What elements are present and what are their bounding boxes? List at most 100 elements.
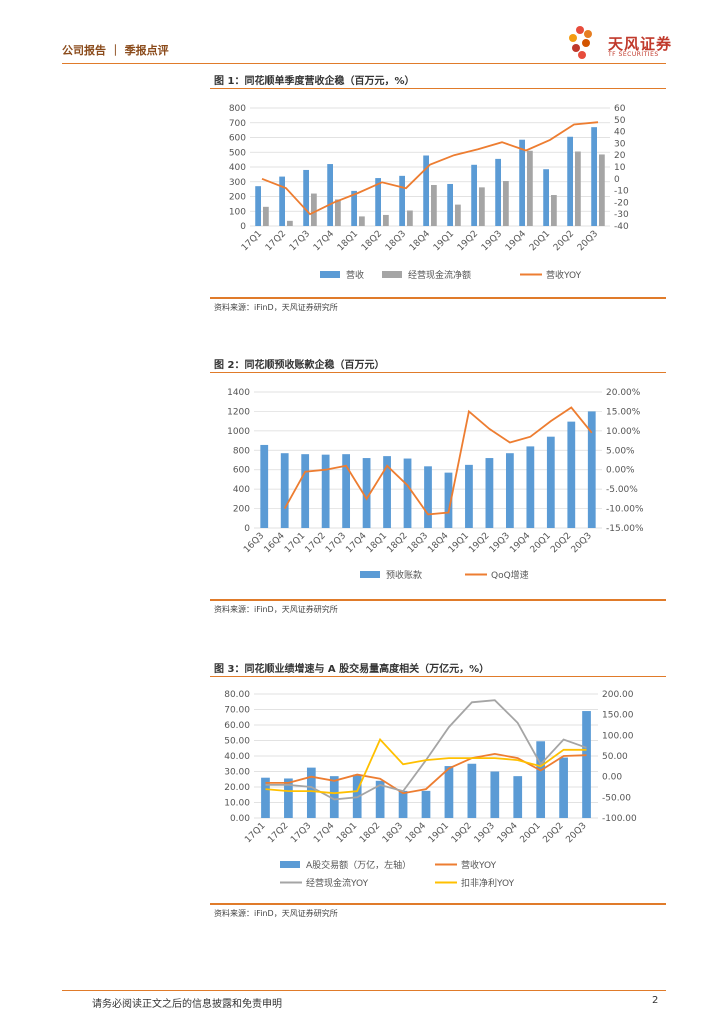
y-left-tick-label: 80.00 — [224, 690, 250, 700]
bar — [485, 458, 494, 528]
bar — [471, 164, 477, 226]
bar — [567, 136, 573, 226]
bar — [447, 183, 453, 226]
legend-swatch — [360, 571, 380, 578]
legend-label: A股交易额（万亿，左轴） — [306, 859, 411, 871]
x-tick-label: 17Q4 — [312, 229, 336, 253]
y-left-tick-label: 0 — [244, 524, 250, 534]
y-left-tick-label: 600 — [233, 466, 250, 476]
brand-name-en: TF SECURITIES — [608, 51, 659, 58]
x-tick-label: 20Q3 — [576, 229, 600, 253]
y-right-tick-label: -15.00% — [606, 524, 644, 534]
y-right-tick-label: 20.00% — [606, 388, 641, 398]
x-tick-label: 16Q4 — [263, 531, 287, 555]
y-right-tick-label: -100.00 — [602, 814, 637, 824]
legend-label: 营收 — [346, 269, 364, 281]
y-right-tick-label: 0.00% — [606, 466, 635, 476]
bar — [455, 204, 461, 226]
bar — [301, 454, 310, 528]
figure-2-title: 图 2：同花顺预收账款企稳（百万元） — [214, 360, 385, 371]
y-right-tick-label: 50 — [614, 116, 626, 126]
y-left-tick-label: 700 — [229, 119, 246, 129]
y-left-tick-label: 0.00 — [230, 814, 250, 824]
bar — [503, 181, 509, 226]
y-right-tick-label: -5.00% — [606, 485, 638, 495]
bar — [582, 711, 591, 818]
x-tick-label: 18Q2 — [360, 229, 384, 253]
x-tick-label: 18Q3 — [381, 821, 405, 845]
bar — [342, 454, 351, 528]
legend-swatch — [280, 861, 300, 868]
x-tick-label: 17Q2 — [266, 821, 290, 845]
y-right-tick-label: -10.00% — [606, 505, 644, 515]
bar — [335, 199, 341, 226]
y-right-tick-label: -10 — [614, 187, 629, 197]
y-right-tick-label: 20 — [614, 151, 626, 161]
bar — [551, 195, 557, 226]
y-left-tick-label: 40.00 — [224, 752, 250, 762]
y-right-tick-label: 0.00 — [602, 773, 622, 783]
bar — [303, 169, 309, 226]
x-tick-label: 18Q2 — [358, 821, 382, 845]
y-left-tick-label: 50.00 — [224, 737, 250, 747]
x-tick-label: 18Q2 — [385, 531, 409, 555]
header-divider — [62, 63, 666, 64]
x-tick-label: 19Q3 — [473, 821, 497, 845]
bar — [543, 169, 549, 226]
x-tick-label: 19Q4 — [496, 821, 520, 845]
x-tick-label: 19Q1 — [427, 821, 451, 845]
x-tick-label: 17Q3 — [288, 229, 312, 253]
y-right-tick-label: 150.00 — [602, 711, 634, 721]
x-tick-label: 17Q2 — [304, 531, 328, 555]
legend-swatch — [320, 271, 340, 278]
y-right-tick-label: -50.00 — [602, 793, 631, 803]
bar — [321, 454, 330, 528]
bar — [351, 190, 357, 226]
x-tick-label: 18Q1 — [336, 229, 360, 253]
series-line — [265, 752, 587, 795]
figure-3-top-rule — [210, 676, 666, 677]
x-tick-label: 17Q4 — [312, 821, 336, 845]
y-right-tick-label: -40 — [614, 222, 629, 232]
y-right-tick-label: 200.00 — [602, 690, 634, 700]
y-right-tick-label: 30 — [614, 139, 626, 149]
figure-3-source: 资料来源：iFinD，天风证券研究所 — [214, 909, 338, 918]
figure-1-source: 资料来源：iFinD，天风证券研究所 — [214, 303, 338, 312]
x-tick-label: 18Q3 — [406, 531, 430, 555]
y-left-tick-label: 1400 — [227, 388, 250, 398]
legend-label: 预收账款 — [386, 569, 422, 581]
bar — [591, 127, 597, 226]
bar — [423, 155, 429, 226]
bar — [263, 206, 269, 226]
x-tick-label: 19Q3 — [488, 531, 512, 555]
x-tick-label: 18Q3 — [384, 229, 408, 253]
bar — [280, 453, 289, 528]
footer-disclaimer: 请务必阅读正文之后的信息披露和免责申明 — [92, 999, 282, 1010]
bar — [359, 216, 365, 226]
figure-2-source: 资料来源：iFinD，天风证券研究所 — [214, 605, 338, 614]
x-tick-label: 17Q1 — [243, 821, 267, 845]
x-tick-label: 17Q2 — [264, 229, 288, 253]
x-tick-label: 20Q2 — [541, 821, 565, 845]
bar — [526, 446, 535, 528]
bar — [465, 464, 473, 528]
x-tick-label: 19Q3 — [480, 229, 504, 253]
bar — [421, 790, 431, 818]
y-right-tick-label: 100.00 — [602, 731, 634, 741]
legend-label: QoQ增速 — [491, 569, 529, 581]
bar — [383, 214, 389, 226]
y-left-tick-label: 1000 — [227, 427, 250, 437]
figure-1-top-rule — [210, 88, 666, 89]
bar — [261, 777, 270, 818]
y-right-tick-label: 40 — [614, 128, 626, 138]
bar — [559, 757, 568, 818]
bar — [513, 776, 523, 818]
legend-label: 扣非净利YOY — [461, 877, 515, 889]
y-left-tick-label: 200 — [229, 193, 246, 203]
bar — [375, 178, 381, 226]
legend-label: 营收YOY — [546, 269, 582, 281]
footer-divider — [62, 990, 666, 991]
x-tick-label: 20Q2 — [549, 531, 573, 555]
y-left-tick-label: 0 — [240, 222, 246, 232]
bar — [444, 472, 453, 528]
